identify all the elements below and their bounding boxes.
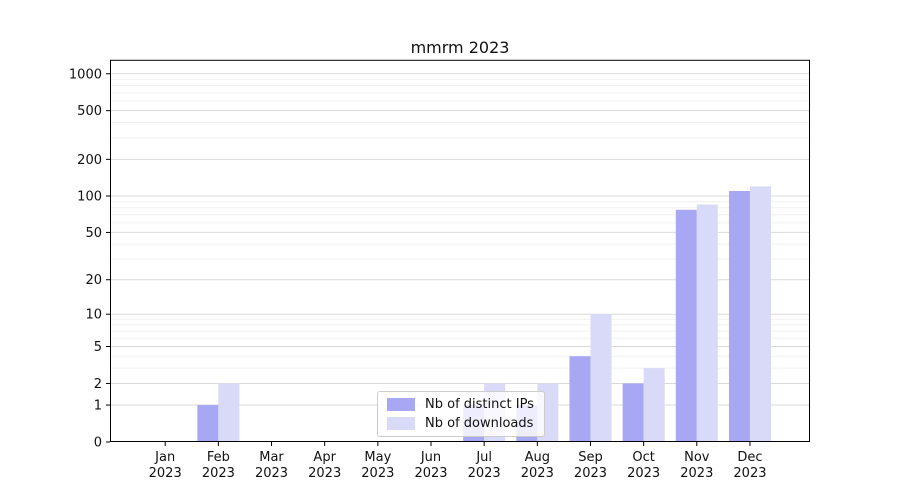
bar-distinct-ips-sep xyxy=(569,356,591,442)
bar-downloads-dec xyxy=(749,186,771,442)
x-tick-label-year: 2023 xyxy=(414,466,447,481)
x-tick-label-year: 2023 xyxy=(468,466,501,481)
bar-downloads-feb xyxy=(218,383,240,442)
x-tick-label-month: Jan xyxy=(154,450,175,465)
x-tick-label-month: Sep xyxy=(578,450,603,465)
y-tick-label: 20 xyxy=(85,273,102,288)
y-tick-label: 1000 xyxy=(69,67,102,82)
y-tick-label: 50 xyxy=(85,226,102,241)
bar-downloads-nov xyxy=(696,204,718,442)
x-tick-label-month: Dec xyxy=(737,450,762,465)
x-tick-label-month: Feb xyxy=(207,450,230,465)
y-tick-label: 0 xyxy=(94,436,102,451)
downloads-swatch-icon xyxy=(387,417,415,430)
x-tick-label-month: May xyxy=(364,450,391,465)
bar-distinct-ips-dec xyxy=(728,190,750,442)
x-tick-label-year: 2023 xyxy=(627,466,660,481)
x-tick-label-year: 2023 xyxy=(680,466,713,481)
y-tick-label: 10 xyxy=(85,308,102,323)
legend: Nb of distinct IPs Nb of downloads xyxy=(377,391,545,437)
legend-label: Nb of distinct IPs xyxy=(425,397,534,412)
y-tick-label: 2 xyxy=(94,377,102,392)
x-tick-label-year: 2023 xyxy=(149,466,182,481)
x-tick-label-month: Jul xyxy=(475,450,492,465)
x-tick-label-year: 2023 xyxy=(361,466,394,481)
x-tick-label-month: Nov xyxy=(684,450,710,465)
x-tick-label-month: Jun xyxy=(420,450,441,465)
x-tick-label-year: 2023 xyxy=(521,466,554,481)
legend-item-distinct-ips: Nb of distinct IPs xyxy=(387,397,544,412)
bar-downloads-sep xyxy=(590,314,612,442)
x-tick-label-year: 2023 xyxy=(308,466,341,481)
y-tick-label: 200 xyxy=(77,153,102,168)
legend-label: Nb of downloads xyxy=(425,416,534,431)
bar-distinct-ips-feb xyxy=(197,405,219,442)
x-tick-label-year: 2023 xyxy=(733,466,766,481)
y-tick-label: 500 xyxy=(77,104,102,119)
distinct-ips-swatch-icon xyxy=(387,398,415,411)
x-tick-label-month: Oct xyxy=(632,450,654,465)
bar-downloads-oct xyxy=(643,368,665,442)
x-tick-label-month: Mar xyxy=(259,450,284,465)
legend-item-downloads: Nb of downloads xyxy=(387,416,544,431)
x-tick-label-month: Aug xyxy=(525,450,550,465)
y-tick-label: 1 xyxy=(94,399,102,414)
plot-frame xyxy=(110,59,810,442)
x-tick-label-year: 2023 xyxy=(255,466,288,481)
y-tick-label: 5 xyxy=(94,340,102,355)
chart-title: mmrm 2023 xyxy=(410,38,510,57)
bar-distinct-ips-oct xyxy=(622,383,644,442)
x-tick-label-year: 2023 xyxy=(202,466,235,481)
x-tick-label-year: 2023 xyxy=(574,466,607,481)
x-tick-label-month: Apr xyxy=(313,450,336,465)
y-tick-label: 100 xyxy=(77,190,102,205)
bar-distinct-ips-nov xyxy=(675,209,697,442)
